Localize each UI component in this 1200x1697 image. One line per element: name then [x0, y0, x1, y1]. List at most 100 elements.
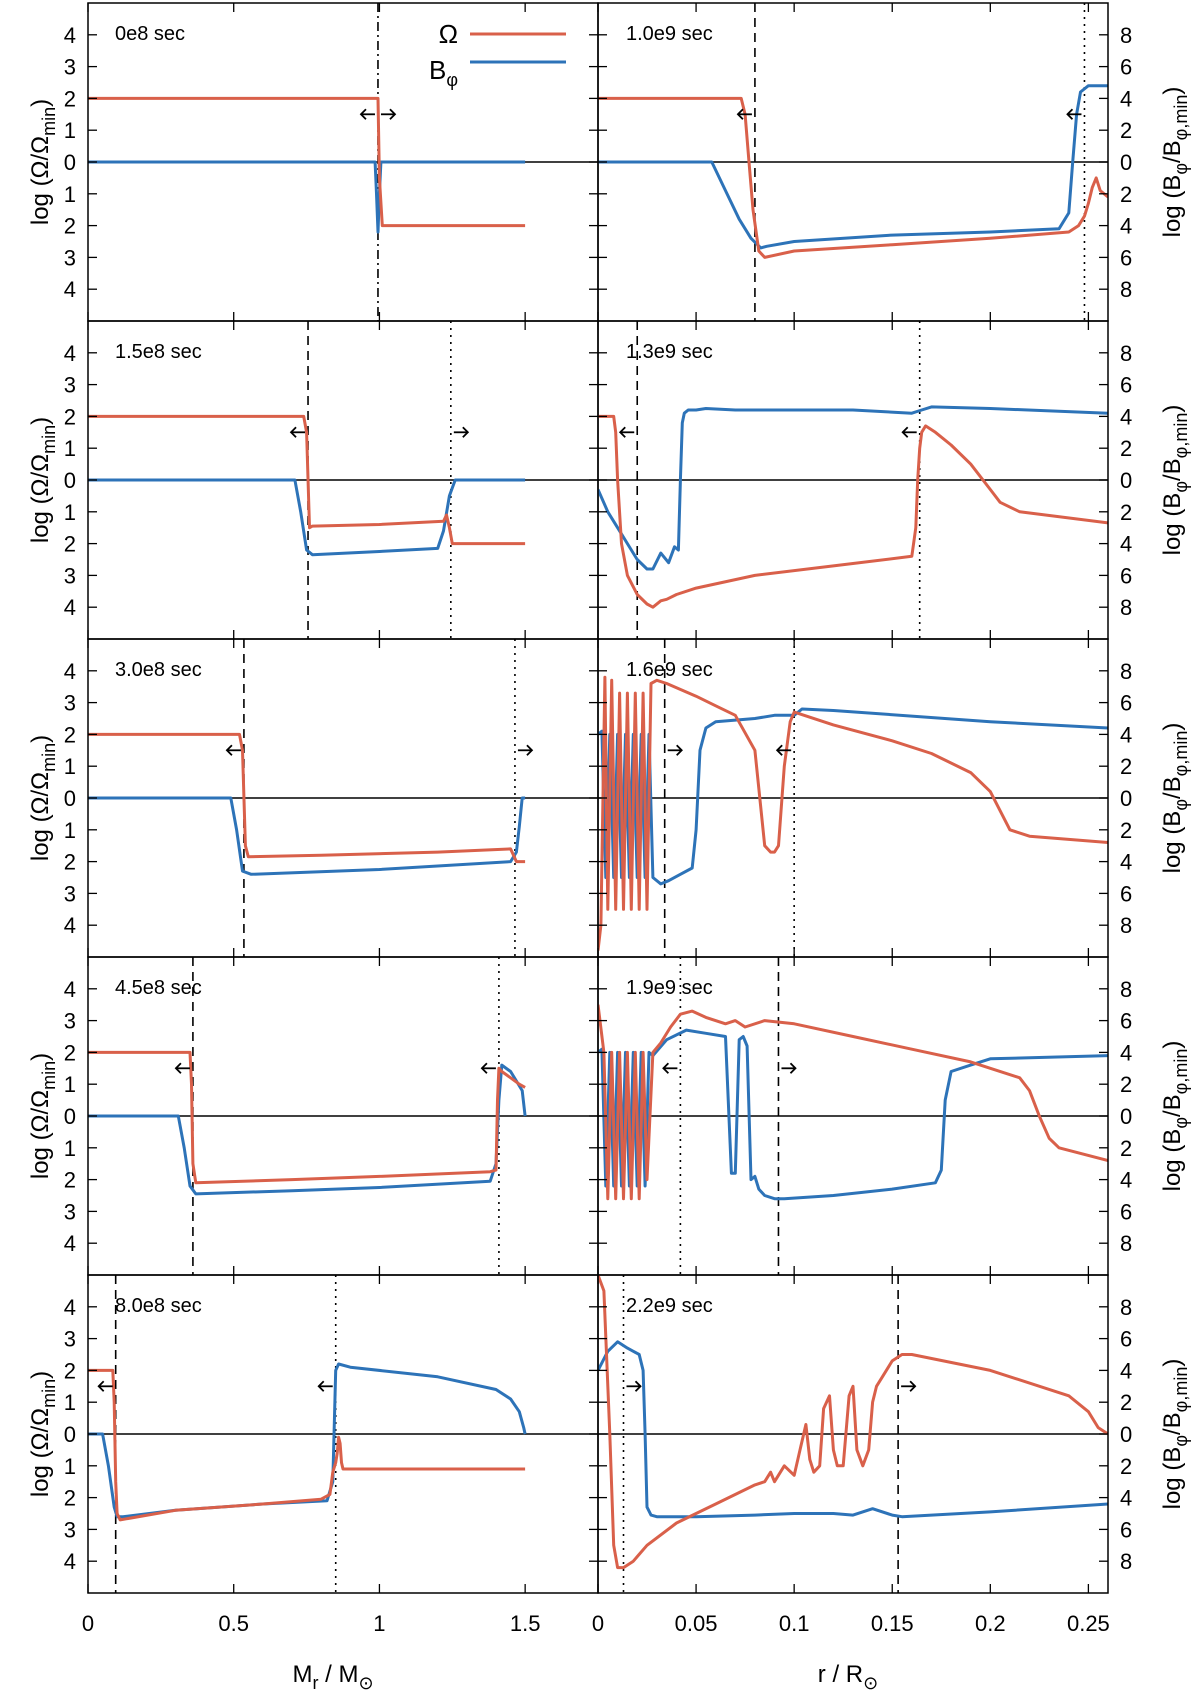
y-right-tick-label: 0	[1120, 1104, 1132, 1129]
x-tick-label: 0.1	[779, 1611, 810, 1636]
y-tick-label: 3	[64, 245, 76, 270]
y-right-tick-label: 8	[1120, 277, 1132, 302]
arrow-left	[618, 426, 635, 438]
y-right-tick-label: 8	[1120, 659, 1132, 684]
arrow-left	[174, 1062, 190, 1074]
panel-left-0: 4 3 2 1 0 1 2 3 4 0e8 sec log (Ω/Ωmin)	[27, 2, 599, 322]
y-tick-label: 4	[64, 23, 76, 48]
panel-time-label: 1.3e9 sec	[626, 341, 713, 363]
right-y-axis-title: log (Bφ/Bφ,min)	[1159, 405, 1191, 556]
y-right-tick-label: 4	[1120, 214, 1132, 239]
y-right-tick-label: 8	[1120, 23, 1132, 48]
x-tick-label: 0	[592, 1611, 604, 1636]
arrow-right	[901, 1380, 917, 1392]
y-right-tick-label: 8	[1120, 1549, 1132, 1574]
x-tick-label: 0.15	[871, 1611, 914, 1636]
y-tick-label: 2	[64, 1040, 76, 1065]
arrow-left	[662, 1062, 678, 1074]
bphi-line	[598, 1340, 1108, 1519]
arrow-left	[901, 426, 917, 438]
bphi-line	[88, 478, 526, 557]
bphi-line	[598, 405, 1108, 571]
left-y-axis-title: log (Ω/Ωmin)	[27, 1371, 59, 1497]
y-right-tick-label: 6	[1120, 373, 1132, 398]
y-tick-label: 4	[64, 277, 76, 302]
y-tick-label: 3	[64, 1327, 76, 1352]
panel-right-0: 8 6 4 2 0 2 4 6 8 1.0e9 sec log (Bφ/Bφ,min)	[597, 2, 1191, 322]
y-tick-label: 4	[64, 659, 76, 684]
arrow-right	[453, 426, 470, 438]
right-y-axis-title: log (Bφ/Bφ,min)	[1159, 1359, 1191, 1510]
y-right-tick-label: 2	[1120, 1136, 1132, 1161]
y-tick-label: 1	[64, 436, 76, 461]
bphi-line	[88, 160, 526, 234]
panel-time-label: 8.0e8 sec	[115, 1295, 202, 1317]
y-tick-label: 3	[64, 691, 76, 716]
y-right-tick-label: 8	[1120, 595, 1132, 620]
y-tick-label: 2	[64, 1486, 76, 1511]
arrow-left	[97, 1380, 113, 1392]
y-tick-label: 2	[64, 404, 76, 429]
y-right-tick-label: 0	[1120, 1422, 1132, 1447]
legend-bphi-sub: φ	[446, 70, 458, 90]
y-right-tick-label: 0	[1120, 150, 1132, 175]
panel-right-1: 8 6 4 2 0 2 4 6 8 1.3e9 sec log (Bφ/Bφ,min)	[597, 320, 1191, 640]
y-tick-label: 3	[64, 373, 76, 398]
y-tick-label: 3	[64, 563, 76, 588]
left-y-sub: min	[39, 107, 59, 136]
y-right-tick-label: 6	[1120, 563, 1132, 588]
left-y-sub: min	[39, 1379, 59, 1408]
left-y-sub: min	[39, 743, 59, 772]
y-tick-label: 0	[64, 150, 76, 175]
y-tick-label: 2	[64, 86, 76, 111]
y-tick-label: 2	[64, 214, 76, 239]
y-right-tick-label: 2	[1120, 754, 1132, 779]
y-right-tick-label: 2	[1120, 182, 1132, 207]
y-right-tick-label: 6	[1120, 881, 1132, 906]
y-right-tick-label: 4	[1120, 86, 1132, 111]
y-right-tick-label: 6	[1120, 1327, 1132, 1352]
y-tick-label: 1	[64, 1072, 76, 1097]
y-tick-label: 1	[64, 818, 76, 843]
x-tick-label: 0.5	[218, 1611, 249, 1636]
arrow-left	[225, 744, 241, 756]
arrow-right	[626, 1380, 642, 1392]
arrow-right	[667, 744, 683, 756]
y-tick-label: 4	[64, 1231, 76, 1256]
y-tick-label: 3	[64, 1517, 76, 1542]
y-right-tick-label: 8	[1120, 341, 1132, 366]
x-tick-label: 0.25	[1067, 1611, 1110, 1636]
y-tick-label: 3	[64, 55, 76, 80]
omega-line	[598, 1004, 1108, 1201]
arrow-both	[359, 108, 397, 120]
omega-line	[598, 414, 1108, 609]
labels-layer: Mr / M⊙ r / R⊙	[292, 1661, 878, 1693]
panel-left-1: 4 3 2 1 0 1 2 3 4 1.5e8 sec log (Ω/Ωmin)	[27, 320, 599, 640]
y-tick-label: 2	[64, 722, 76, 747]
right-y-axis-title: log (Bφ/Bφ,min)	[1159, 87, 1191, 238]
bphi-line	[598, 707, 1108, 886]
arrow-left	[289, 426, 306, 438]
y-right-tick-label: 2	[1120, 1390, 1132, 1415]
y-tick-label: 0	[64, 1104, 76, 1129]
arrow-left	[317, 1380, 333, 1392]
bphi-line	[88, 1362, 527, 1519]
panel-time-label: 3.0e8 sec	[115, 659, 202, 681]
omega-line	[88, 414, 526, 546]
y-tick-label: 0	[64, 786, 76, 811]
y-tick-label: 3	[64, 881, 76, 906]
y-tick-label: 1	[64, 1136, 76, 1161]
panel-right-4: 8 6 4 2 0 2 4 6 8 0 0.05 0.1 0.15 0.2 0.25 2.2e9 sec log…	[592, 1274, 1191, 1636]
y-right-tick-label: 6	[1120, 245, 1132, 270]
arrow-left	[1066, 108, 1082, 120]
left-y-sub: min	[39, 425, 59, 454]
left-y-axis-title: log (Ω/Ωmin)	[27, 99, 59, 225]
y-right-tick-label: 4	[1120, 1168, 1132, 1193]
y-right-tick-label: 4	[1120, 850, 1132, 875]
y-tick-label: 1	[64, 182, 76, 207]
legend: Ω Bφ	[429, 19, 566, 90]
y-right-tick-label: 2	[1120, 436, 1132, 461]
y-right-tick-label: 4	[1120, 532, 1132, 557]
left-y-axis-title: log (Ω/Ωmin)	[27, 417, 59, 543]
y-tick-label: 3	[64, 1009, 76, 1034]
